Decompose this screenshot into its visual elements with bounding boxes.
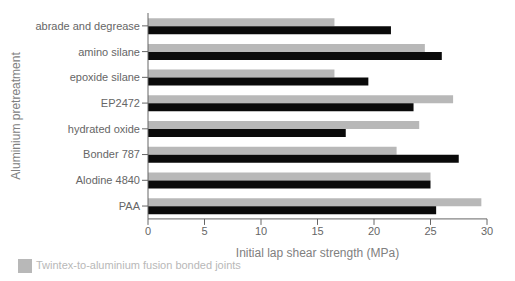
svg-text:10: 10 — [255, 225, 267, 237]
svg-text:Bonder 787: Bonder 787 — [83, 148, 140, 160]
svg-text:5: 5 — [201, 225, 207, 237]
svg-text:amino silane: amino silane — [78, 46, 140, 58]
svg-text:EP2472: EP2472 — [101, 97, 140, 109]
svg-text:Initial lap shear strength (MP: Initial lap shear strength (MPa) — [236, 246, 399, 260]
svg-text:0: 0 — [145, 225, 151, 237]
svg-text:PAA: PAA — [119, 200, 141, 212]
html-text:Twintex-to-aluminium fusion bo: Twintex-to-aluminium fusion bonded joint… — [36, 258, 241, 271]
svg-text:Aluminium pretreatment: Aluminium pretreatment — [9, 52, 23, 180]
svg-text:Alodine 4840: Alodine 4840 — [76, 174, 140, 186]
svg-text:25: 25 — [424, 225, 436, 237]
svg-text:15: 15 — [311, 225, 323, 237]
svg-text:abrade and degrease: abrade and degrease — [35, 20, 140, 32]
svg-text:hydrated oxide: hydrated oxide — [68, 123, 140, 135]
svg-text:30: 30 — [481, 225, 493, 237]
svg-text:20: 20 — [368, 225, 380, 237]
svg-text:epoxide silane: epoxide silane — [70, 71, 140, 83]
